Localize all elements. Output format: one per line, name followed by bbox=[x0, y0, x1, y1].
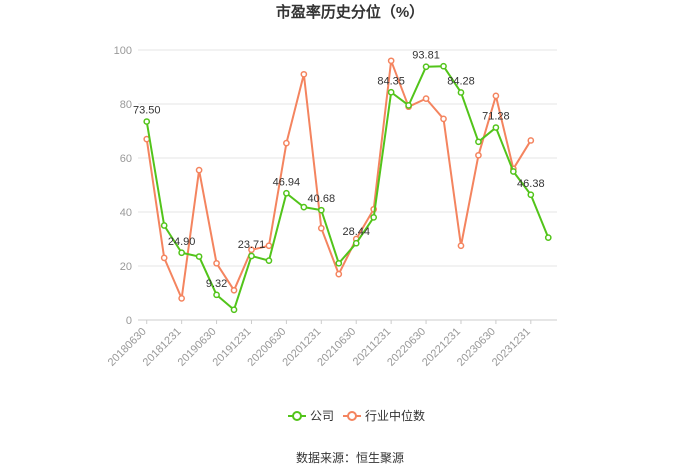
legend[interactable]: 公司 行业中位数 bbox=[288, 408, 425, 423]
legend-label: 行业中位数 bbox=[365, 408, 425, 423]
data-point bbox=[160, 222, 168, 229]
data-point bbox=[160, 254, 168, 262]
series-industry-median bbox=[143, 57, 535, 302]
data-label: 28.44 bbox=[342, 226, 370, 238]
data-label: 9.32 bbox=[206, 278, 227, 290]
data-point bbox=[527, 137, 535, 144]
data-point bbox=[335, 259, 343, 267]
data-point bbox=[544, 234, 552, 241]
data-point bbox=[178, 295, 185, 302]
data-label: 73.50 bbox=[133, 105, 161, 117]
data-point bbox=[440, 115, 447, 123]
data-point bbox=[387, 57, 395, 65]
x-tick-label: 20210630 bbox=[315, 326, 358, 369]
grid bbox=[138, 49, 557, 321]
data-labels: 73.50 24.90 9.32 23.71 46.94 40.68 28.44 84.35 9… bbox=[133, 50, 545, 290]
data-point bbox=[143, 118, 151, 125]
data-point bbox=[213, 259, 220, 267]
series-line bbox=[145, 65, 550, 311]
y-tick-label: 40 bbox=[120, 207, 132, 219]
data-point bbox=[335, 270, 343, 278]
data-point bbox=[317, 224, 325, 232]
data-point bbox=[230, 306, 238, 314]
legend-marker bbox=[292, 411, 302, 421]
data-point bbox=[300, 70, 308, 78]
data-point bbox=[422, 63, 430, 71]
legend-item-company[interactable]: 公司 bbox=[288, 409, 334, 423]
data-point bbox=[370, 214, 378, 221]
data-label: 46.94 bbox=[273, 176, 301, 188]
data-point bbox=[317, 206, 325, 214]
data-point bbox=[510, 168, 517, 175]
source-note: 数据来源：恒生聚源 bbox=[296, 450, 404, 465]
data-point bbox=[283, 139, 290, 147]
data-point bbox=[527, 191, 535, 199]
legend-marker bbox=[347, 411, 357, 421]
data-label: 84.28 bbox=[447, 75, 475, 87]
data-point bbox=[440, 62, 447, 70]
y-axis: 0 20 40 60 80 100 bbox=[114, 45, 132, 327]
data-point bbox=[492, 124, 500, 131]
data-point bbox=[457, 242, 465, 250]
y-tick-label: 80 bbox=[120, 99, 132, 111]
chart-title: 市盈率历史分位（%） bbox=[276, 3, 424, 21]
data-point bbox=[405, 102, 412, 109]
data-point bbox=[230, 286, 238, 294]
data-point bbox=[283, 189, 290, 197]
legend-label: 公司 bbox=[310, 409, 334, 423]
data-point bbox=[213, 291, 220, 299]
data-label: 40.68 bbox=[308, 193, 336, 205]
data-point bbox=[265, 257, 273, 264]
data-point bbox=[457, 89, 465, 96]
x-tick-label: 20231231 bbox=[490, 326, 533, 369]
data-point bbox=[387, 88, 395, 96]
x-axis: 2018063020181231201906302019123120200630… bbox=[106, 319, 557, 369]
y-tick-label: 20 bbox=[120, 261, 132, 273]
data-label: 71.28 bbox=[482, 111, 510, 123]
data-point bbox=[475, 138, 482, 146]
data-point bbox=[195, 253, 203, 260]
y-tick-label: 0 bbox=[126, 315, 132, 327]
data-label: 23.71 bbox=[238, 239, 266, 251]
y-tick-label: 60 bbox=[120, 153, 132, 165]
data-point bbox=[492, 92, 500, 100]
series-company bbox=[143, 62, 552, 314]
data-point bbox=[422, 95, 430, 102]
data-point bbox=[195, 166, 203, 174]
data-label: 24.90 bbox=[168, 236, 196, 248]
data-label: 46.38 bbox=[517, 178, 545, 190]
y-tick-label: 100 bbox=[114, 45, 132, 57]
data-point bbox=[300, 203, 308, 211]
legend-item-industry-median[interactable]: 行业中位数 bbox=[343, 408, 425, 423]
series-layer bbox=[143, 57, 552, 314]
data-point bbox=[265, 242, 273, 250]
data-point bbox=[248, 246, 255, 254]
data-label: 93.81 bbox=[412, 50, 440, 62]
data-point bbox=[248, 252, 255, 260]
data-point bbox=[352, 239, 360, 247]
data-label: 84.35 bbox=[377, 75, 405, 87]
data-point bbox=[475, 151, 482, 159]
data-point bbox=[178, 249, 185, 257]
